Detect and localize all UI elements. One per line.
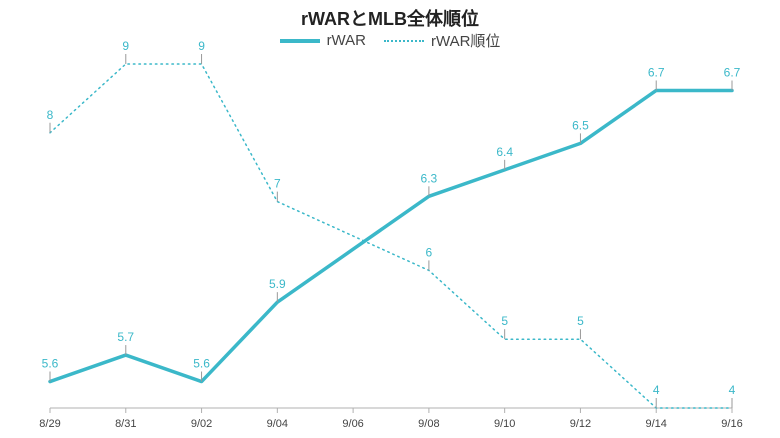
x-tick-label: 9/08 — [418, 418, 439, 430]
data-label: 8 — [47, 108, 54, 122]
data-label: 6.3 — [421, 171, 438, 185]
data-label: 5 — [577, 314, 584, 328]
data-label: 9 — [198, 39, 205, 53]
legend-item-rwar-rank[interactable]: rWAR順位 — [384, 30, 500, 51]
x-tick-label: 8/31 — [115, 418, 136, 430]
chart-title: rWARとMLB全体順位 — [301, 9, 479, 29]
data-label: 5 — [501, 314, 508, 328]
legend-swatch-rwar — [279, 38, 320, 43]
data-label: 6.5 — [572, 118, 589, 132]
data-label: 4 — [653, 383, 660, 397]
data-label: 5.6 — [193, 357, 210, 371]
data-label: 6.4 — [496, 145, 513, 159]
data-label: 6.7 — [724, 65, 741, 79]
data-label: 6.7 — [648, 65, 665, 79]
data-label: 4 — [729, 383, 736, 397]
data-label: 5.9 — [269, 277, 286, 291]
legend-label-rwar-rank: rWAR順位 — [431, 33, 501, 50]
data-label: 5.7 — [117, 330, 134, 344]
x-tick-label: 9/02 — [191, 418, 212, 430]
data-label: 6 — [426, 245, 433, 259]
x-tick-label: 9/06 — [342, 418, 363, 430]
x-tick-label: 9/12 — [570, 418, 591, 430]
series-line-rwar-rank — [49, 63, 733, 409]
data-label: 5.6 — [42, 357, 59, 371]
data-label: 9 — [122, 39, 129, 53]
x-tick-label: 9/04 — [267, 418, 288, 430]
x-tick-label: 9/14 — [646, 418, 667, 430]
legend-label-rwar: rWAR — [326, 32, 366, 49]
data-label: 7 — [274, 177, 281, 191]
x-tick-label: 8/29 — [39, 418, 60, 430]
legend-item-rwar[interactable]: rWAR — [279, 32, 366, 49]
x-tick-label: 9/10 — [494, 418, 515, 430]
legend: rWAR rWAR順位 — [0, 30, 780, 51]
x-tick-label: 9/16 — [721, 418, 742, 430]
series-line-rwar — [48, 88, 734, 384]
legend-swatch-rwar-rank — [384, 39, 424, 42]
